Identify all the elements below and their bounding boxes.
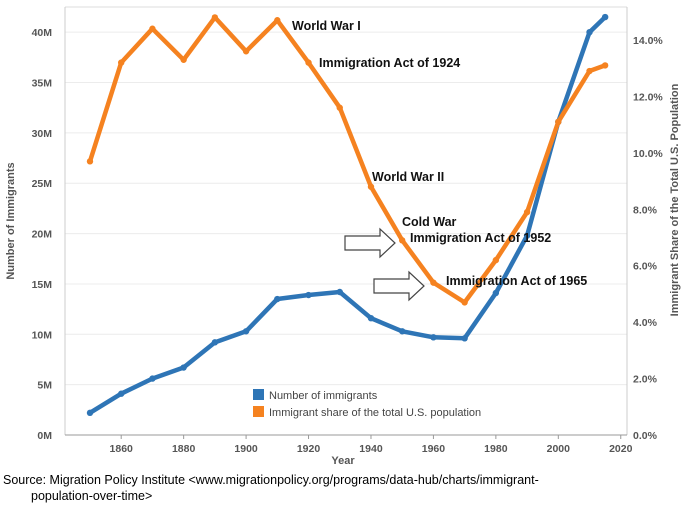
data-point	[149, 25, 156, 32]
y-left-tick-label: 35M	[32, 78, 53, 90]
data-point	[242, 48, 250, 55]
x-tick-label: 1980	[484, 443, 508, 455]
data-point	[305, 291, 312, 299]
x-tick-label: 2020	[609, 443, 633, 455]
y-right-tick-label: 10.0%	[633, 148, 663, 160]
series-immigrant-share	[86, 14, 609, 306]
arrow-icon-1965	[373, 270, 425, 302]
annotation-immigration-act-1965: Immigration Act of 1965	[446, 274, 587, 288]
legend: Number of immigrants Immigrant share of …	[253, 389, 481, 419]
annotation-immigration-act-1952: Immigration Act of 1952	[410, 231, 551, 245]
y-right-tick-label: 0.0%	[633, 430, 658, 442]
legend-label-immigrants: Number of immigrants	[269, 390, 378, 402]
data-point	[367, 314, 375, 322]
data-point	[274, 295, 281, 303]
data-point	[336, 288, 343, 296]
data-point	[118, 390, 125, 397]
y-left-tick-label: 20M	[32, 229, 53, 241]
data-point	[336, 104, 343, 111]
data-point	[180, 56, 187, 63]
annotation-immigration-act-1924: Immigration Act of 1924	[319, 56, 460, 70]
x-tick-label: 1880	[172, 443, 196, 455]
right-y-axis-ticks: 0.0% 2.0% 4.0% 6.0% 8.0% 10.0% 12.0% 14.0%	[633, 35, 663, 442]
y-right-tick-label: 6.0%	[633, 261, 658, 273]
data-point	[430, 279, 437, 286]
y-left-tick-label: 30M	[32, 128, 53, 140]
data-point	[180, 364, 187, 371]
x-tick-label: 1860	[110, 443, 134, 455]
y-left-tick-label: 5M	[37, 380, 52, 392]
annotation-world-war-ii: World War II	[372, 170, 444, 184]
data-point	[149, 375, 156, 382]
data-point	[305, 59, 312, 66]
x-tick-label: 2000	[547, 443, 571, 455]
legend-label-share: Immigrant share of the total U.S. popula…	[269, 407, 481, 419]
data-point	[399, 237, 406, 244]
y-right-tick-label: 4.0%	[633, 317, 658, 329]
data-point	[492, 289, 500, 297]
data-point	[399, 328, 406, 335]
y-left-tick-label: 10M	[32, 329, 53, 341]
series-immigrants	[86, 13, 609, 417]
line-immigrants	[87, 14, 608, 416]
data-point	[523, 232, 531, 239]
gridlines	[65, 31, 627, 386]
x-tick-label: 1920	[297, 443, 321, 455]
chart: 0M 5M 10M 15M 20M 25M 30M 35M 40M 0.0% 2.0% 4.0% 6.…	[5, 6, 681, 467]
data-point	[274, 17, 281, 24]
y-left-tick-label: 25M	[32, 178, 53, 190]
data-point	[461, 299, 468, 306]
data-point	[523, 208, 531, 216]
data-point	[242, 328, 250, 335]
left-y-axis-ticks: 0M 5M 10M 15M 20M 25M 30M 35M 40M	[32, 27, 53, 442]
source-note: Source: Migration Policy Institute <www.…	[3, 472, 673, 504]
data-point	[586, 28, 593, 36]
y-right-axis-title: Immigrant Share of the Total U.S. Popula…	[669, 83, 681, 316]
x-tick-label: 1960	[422, 443, 446, 455]
y-left-tick-label: 15M	[32, 279, 53, 291]
y-right-tick-label: 14.0%	[633, 35, 663, 47]
legend-swatch-share	[253, 406, 264, 417]
data-point	[211, 14, 219, 21]
arrow-icon-1952	[344, 227, 396, 259]
x-tick-label: 1940	[359, 443, 383, 455]
y-left-tick-label: 40M	[32, 27, 53, 39]
source-line-1: Source: Migration Policy Institute <www.…	[3, 473, 539, 487]
y-right-tick-label: 8.0%	[633, 204, 658, 216]
data-point	[461, 335, 468, 342]
y-right-tick-label: 2.0%	[633, 374, 658, 386]
data-point	[492, 256, 500, 264]
data-point	[586, 67, 593, 75]
data-point	[601, 13, 609, 21]
y-right-tick-label: 12.0%	[633, 91, 663, 103]
y-left-axis-title: Number of Immigrants	[5, 162, 17, 279]
data-point	[211, 339, 219, 346]
data-point	[86, 158, 94, 165]
data-point	[118, 59, 125, 66]
annotation-cold-war: Cold War	[402, 215, 457, 229]
annotation-world-war-i: World War I	[292, 19, 361, 33]
annotations: World War I Immigration Act of 1924 Worl…	[292, 19, 587, 302]
x-axis-ticks: 1860 1880 1900 1920 1940 1960 1980 2000 2020	[110, 435, 633, 455]
data-point	[601, 62, 609, 69]
legend-swatch-immigrants	[253, 389, 264, 400]
data-point	[86, 409, 94, 417]
data-point	[367, 183, 375, 190]
line-immigrant-share	[87, 15, 608, 305]
data-point	[430, 334, 437, 341]
data-point	[555, 118, 562, 126]
series-layer	[86, 13, 609, 417]
y-left-tick-label: 0M	[37, 430, 52, 442]
x-tick-label: 1900	[234, 443, 258, 455]
x-axis-title: Year	[331, 455, 355, 467]
source-line-2: population-over-time>	[31, 489, 153, 503]
